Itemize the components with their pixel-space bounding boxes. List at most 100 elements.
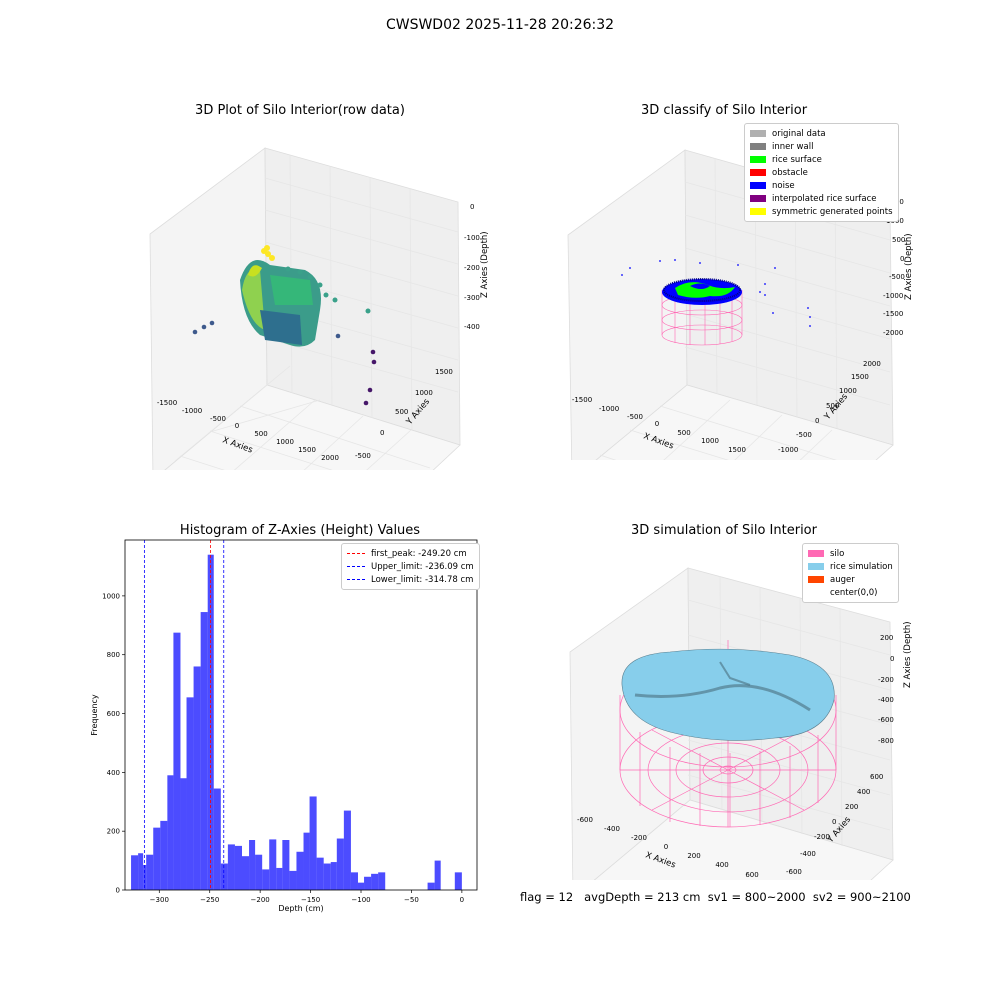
classify-xtick: -500 — [627, 413, 643, 421]
histogram-xtick-label: −100 — [351, 896, 370, 904]
histogram-bar — [153, 827, 161, 890]
histogram-bar — [173, 632, 181, 890]
histogram-bar — [282, 840, 290, 890]
legend-item-symmetric: symmetric generated points — [750, 205, 893, 218]
histogram-bar — [434, 860, 441, 890]
legend-swatch — [750, 208, 766, 215]
classify-xtick: -1500 — [572, 396, 592, 404]
classify-ytick: 2000 — [863, 360, 881, 368]
legend-swatch — [750, 182, 766, 189]
sim-ytick: 200 — [845, 803, 858, 811]
raw-ytick: 0 — [380, 429, 384, 437]
sim-ytick: -200 — [814, 833, 830, 841]
simulation-plot-title: 3D simulation of Silo Interior — [631, 523, 817, 538]
histogram-xtick-label: −200 — [251, 896, 270, 904]
legend-item-auger: auger — [808, 573, 893, 586]
histogram-legend: first_peak: -249.20 cm Upper_limit: -236… — [341, 543, 480, 590]
histogram-ytick-label: 200 — [107, 828, 120, 836]
classify-legend: original data inner wall rice surface ob… — [744, 123, 899, 222]
raw-ztick: -200 — [464, 264, 480, 272]
histogram-xtick-label: −50 — [404, 896, 419, 904]
histogram-bar — [371, 873, 379, 890]
legend-label: obstacle — [772, 167, 808, 178]
legend-item-silo: silo — [808, 547, 893, 560]
raw-xtick: -1500 — [157, 399, 177, 407]
raw-xtick: 1500 — [298, 446, 316, 454]
classify-ztick: 0 — [900, 255, 904, 263]
raw-xtick: 1000 — [276, 438, 294, 446]
histogram-bar — [309, 796, 317, 890]
raw-ytick: 1000 — [415, 389, 433, 397]
legend-label: original data — [772, 128, 826, 139]
legend-label: rice simulation — [830, 561, 893, 572]
legend-item-first-peak: first_peak: -249.20 cm — [347, 547, 474, 560]
histogram-xlabel: Depth (cm) — [278, 904, 323, 913]
histogram-ytick-label: 1000 — [102, 592, 120, 600]
legend-line — [347, 566, 365, 567]
legend-swatch — [750, 143, 766, 150]
histogram-ytick-label: 800 — [107, 651, 120, 659]
sim-ztick: 200 — [880, 634, 893, 642]
histogram-xtick-label: −250 — [200, 896, 219, 904]
classify-zlabel: Z Axies (Depth) — [904, 233, 914, 300]
classify-plot-title: 3D classify of Silo Interior — [640, 103, 808, 118]
legend-item-original-data: original data — [750, 127, 893, 140]
legend-item-inner-wall: inner wall — [750, 140, 893, 153]
raw-ytick: 1500 — [435, 368, 453, 376]
legend-label: rice surface — [772, 154, 822, 165]
histogram-bar — [255, 854, 263, 890]
classify-3d-plot: -1500 -1000 -500 0 500 1000 1500 X Axies… — [567, 149, 914, 460]
raw-xtick: 500 — [254, 430, 267, 438]
raw-xtick: -500 — [210, 415, 226, 423]
histogram-bar — [249, 840, 256, 890]
histogram-xtick-label: −150 — [301, 896, 320, 904]
legend-item-center: center(0,0) — [808, 586, 893, 599]
histogram-bar — [427, 882, 435, 890]
histogram-bar — [262, 869, 270, 890]
raw-zlabel: Z Axies (Depth) — [480, 231, 490, 298]
legend-item-interpolated: interpolated rice surface — [750, 192, 893, 205]
classify-ytick: 1000 — [839, 387, 857, 395]
sim-ztick: 0 — [890, 655, 894, 663]
histogram-bar — [336, 838, 344, 890]
legend-label: interpolated rice surface — [772, 193, 877, 204]
legend-label: Lower_limit: -314.78 cm — [371, 574, 474, 585]
histogram-xtick-label: −300 — [150, 896, 169, 904]
histogram-bar — [330, 862, 337, 890]
histogram-bar — [160, 820, 168, 890]
histogram-bar — [234, 845, 242, 890]
legend-swatch — [808, 550, 824, 557]
histogram-bar — [131, 855, 139, 890]
legend-swatch — [750, 156, 766, 163]
histogram-xtick-label: 0 — [460, 896, 464, 904]
histogram-bar — [186, 697, 194, 890]
histogram-bar — [269, 839, 277, 890]
classify-ytick: -1000 — [778, 446, 798, 454]
histogram-bar — [276, 867, 283, 890]
histogram-bar — [323, 863, 331, 890]
histogram-bar — [193, 666, 201, 890]
sim-ytick: 0 — [832, 818, 836, 826]
sim-xtick: -400 — [604, 825, 620, 833]
legend-item-upper-limit: Upper_limit: -236.09 cm — [347, 560, 474, 573]
sim-zlabel: Z Axies (Depth) — [903, 621, 913, 688]
legend-line — [347, 579, 365, 580]
raw-ytick: -500 — [355, 452, 371, 460]
status-footer: flag = 12 avgDepth = 213 cm sv1 = 800~20… — [520, 890, 911, 904]
legend-line — [347, 553, 365, 554]
raw-plot-title: 3D Plot of Silo Interior(row data) — [195, 103, 405, 118]
classify-ztick: -2000 — [883, 329, 903, 337]
histogram-bar — [138, 853, 144, 890]
classify-ztick: -500 — [889, 273, 905, 281]
sim-xtick: 400 — [715, 861, 728, 869]
histogram-bar — [241, 856, 250, 890]
legend-item-noise: noise — [750, 179, 893, 192]
sim-xtick: 600 — [745, 871, 758, 879]
classify-xtick: 0 — [655, 420, 659, 428]
histogram-bar — [364, 876, 372, 890]
legend-label: auger — [830, 574, 855, 585]
raw-ztick: -100 — [464, 234, 480, 242]
figure-suptitle: CWSWD02 2025-11-28 20:26:32 — [385, 17, 615, 33]
histogram-bar — [454, 872, 462, 890]
legend-label: center(0,0) — [830, 587, 878, 598]
